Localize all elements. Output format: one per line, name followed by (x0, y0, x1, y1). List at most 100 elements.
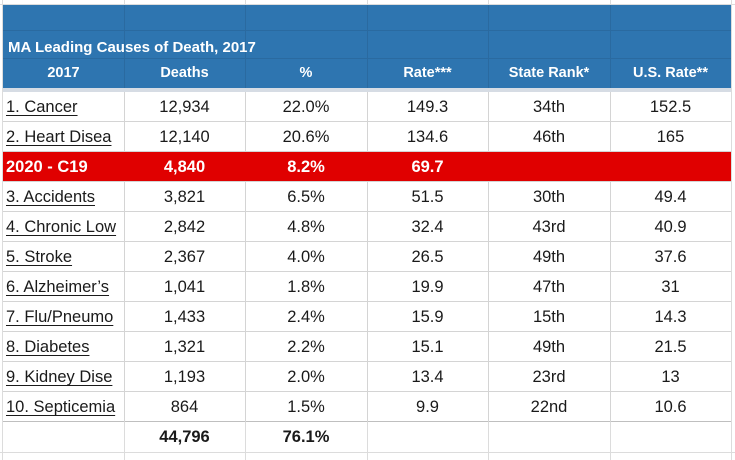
rate-cell[interactable]: 26.5 (411, 248, 444, 266)
percent-cell[interactable]: 4.0% (287, 248, 325, 266)
percent-cell[interactable]: 1.8% (287, 278, 325, 296)
state-rank-cell[interactable]: 47th (532, 278, 566, 296)
column-divider (245, 362, 246, 392)
us-rate-cell[interactable]: 31 (661, 278, 680, 296)
column-divider (245, 392, 246, 422)
cause-name[interactable]: 2. Heart Disea (6, 128, 112, 146)
cause-name[interactable]: 9. Kidney Dise (6, 368, 113, 386)
cause-name[interactable]: 6. Alzheimer’s (6, 278, 110, 296)
table-row: 9. Kidney Dise 1,193 2.0% 13.4 23rd 13 (3, 362, 731, 392)
rate-cell[interactable]: 15.1 (411, 338, 444, 356)
cause-name[interactable]: 3. Accidents (6, 188, 95, 206)
us-rate-cell[interactable]: 10.6 (654, 398, 687, 416)
rate-cell[interactable]: 19.9 (411, 278, 444, 296)
rate-cell[interactable]: 15.9 (411, 308, 444, 326)
us-rate-cell[interactable]: 49.4 (654, 188, 687, 206)
state-rank-cell[interactable]: 23rd (532, 368, 566, 386)
rate-cell[interactable]: 9.9 (416, 398, 439, 416)
us-rate-cell[interactable]: 14.3 (654, 308, 687, 326)
percent-cell[interactable]: 6.5% (287, 188, 325, 206)
deaths-cell[interactable]: 1,041 (163, 278, 206, 296)
cause-name[interactable]: 4. Chronic Low (6, 218, 117, 236)
percent-cell[interactable]: 2.4% (287, 308, 325, 326)
column-divider (245, 212, 246, 242)
rate-cell[interactable]: 13.4 (411, 368, 444, 386)
state-rank-cell[interactable]: 34th (532, 98, 566, 116)
percent-cell[interactable]: 20.6% (282, 128, 330, 146)
state-rank-cell[interactable]: 43rd (532, 218, 566, 236)
us-rate-cell[interactable]: 152.5 (649, 98, 692, 116)
state-rank-cell[interactable]: 49th (532, 338, 566, 356)
column-header-percent[interactable]: % (299, 65, 313, 81)
state-rank-cell[interactable]: 49th (532, 248, 566, 266)
rate-cell[interactable]: 134.6 (406, 128, 449, 146)
deaths-cell[interactable]: 3,821 (163, 188, 206, 206)
table-header: MA Leading Causes of Death, 2017 2017 De… (3, 5, 731, 88)
percent-cell[interactable]: 2.0% (287, 368, 325, 386)
cause-name[interactable]: 8. Diabetes (6, 338, 90, 356)
deaths-cell[interactable]: 2,842 (163, 218, 206, 236)
column-divider (610, 332, 611, 362)
percent-cell[interactable]: 4.8% (287, 218, 325, 236)
table-row: 3. Accidents 3,821 6.5% 51.5 30th 49.4 (3, 182, 731, 212)
rate-cell[interactable]: 51.5 (411, 188, 444, 206)
cause-name[interactable]: 10. Septicemia (6, 398, 116, 416)
deaths-cell[interactable]: 864 (170, 398, 199, 416)
state-rank-cell[interactable]: 46th (532, 128, 566, 146)
us-rate-cell[interactable]: 165 (656, 128, 685, 146)
us-rate-cell[interactable]: 13 (661, 368, 680, 386)
row-divider (3, 181, 731, 182)
column-header-year[interactable]: 2017 (47, 65, 80, 81)
column-divider (610, 242, 611, 272)
percent-cell[interactable]: 8.2% (287, 158, 325, 176)
column-divider (610, 182, 611, 212)
deaths-cell[interactable]: 2,367 (163, 248, 206, 266)
table-title[interactable]: MA Leading Causes of Death, 2017 (8, 39, 256, 56)
table-row: 5. Stroke 2,367 4.0% 26.5 49th 37.6 (3, 242, 731, 272)
percent-cell[interactable]: 1.5% (287, 398, 325, 416)
column-divider (367, 242, 368, 272)
column-header-state-rank[interactable]: State Rank* (508, 65, 590, 81)
column-divider (124, 242, 125, 272)
column-divider (245, 272, 246, 302)
deaths-cell[interactable]: 1,321 (163, 338, 206, 356)
rate-cell[interactable]: 149.3 (406, 98, 449, 116)
deaths-cell[interactable]: 1,433 (163, 308, 206, 326)
state-rank-cell[interactable]: 22nd (530, 398, 568, 416)
column-divider (367, 302, 368, 332)
column-divider (488, 392, 489, 422)
column-header-rate[interactable]: Rate*** (403, 65, 452, 81)
column-divider (610, 392, 611, 422)
column-divider (124, 392, 125, 422)
column-divider (245, 302, 246, 332)
rate-cell[interactable]: 32.4 (411, 218, 444, 236)
column-header-us-rate[interactable]: U.S. Rate** (633, 65, 708, 81)
percent-cell[interactable]: 22.0% (282, 98, 330, 116)
deaths-cell[interactable]: 12,934 (159, 98, 210, 116)
us-rate-cell[interactable]: 21.5 (654, 338, 687, 356)
deaths-cell[interactable]: 4,840 (163, 158, 206, 176)
total-percent-cell[interactable]: 76.1% (282, 428, 330, 446)
percent-cell[interactable]: 2.2% (287, 338, 325, 356)
state-rank-cell[interactable]: 30th (532, 188, 566, 206)
column-divider (488, 272, 489, 302)
us-rate-cell[interactable]: 40.9 (654, 218, 687, 236)
cause-name[interactable]: 2020 - C19 (6, 158, 88, 176)
total-deaths-cell[interactable]: 44,796 (159, 428, 210, 446)
state-rank-cell[interactable]: 15th (532, 308, 566, 326)
column-divider (124, 302, 125, 332)
deaths-cell[interactable]: 12,140 (159, 128, 210, 146)
rate-cell[interactable]: 69.7 (411, 158, 444, 176)
cause-name[interactable]: 7. Flu/Pneumo (6, 308, 114, 326)
state-rank-cell[interactable] (488, 152, 610, 182)
column-header-deaths[interactable]: Deaths (160, 65, 209, 81)
deaths-cell[interactable]: 1,193 (163, 368, 206, 386)
us-rate-cell[interactable]: 37.6 (654, 248, 687, 266)
cause-name[interactable]: 5. Stroke (6, 248, 73, 266)
column-divider (367, 362, 368, 392)
column-divider (367, 182, 368, 212)
column-divider (124, 92, 125, 122)
table-row: 6. Alzheimer’s 1,041 1.8% 19.9 47th 31 (3, 272, 731, 302)
cause-name[interactable]: 1. Cancer (6, 98, 78, 116)
us-rate-cell[interactable] (610, 152, 731, 182)
